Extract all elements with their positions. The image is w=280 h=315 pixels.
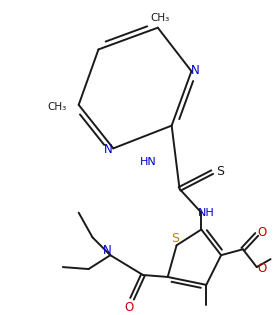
Text: NH: NH xyxy=(198,208,215,218)
Text: S: S xyxy=(172,232,179,245)
Text: N: N xyxy=(104,143,113,156)
Text: HN: HN xyxy=(139,157,156,167)
Text: CH₃: CH₃ xyxy=(150,13,169,23)
Text: N: N xyxy=(103,244,112,257)
Text: S: S xyxy=(216,165,224,178)
Text: N: N xyxy=(191,64,200,77)
Text: O: O xyxy=(257,226,266,239)
Text: O: O xyxy=(125,301,134,314)
Text: CH₃: CH₃ xyxy=(48,102,67,112)
Text: O: O xyxy=(257,261,266,275)
